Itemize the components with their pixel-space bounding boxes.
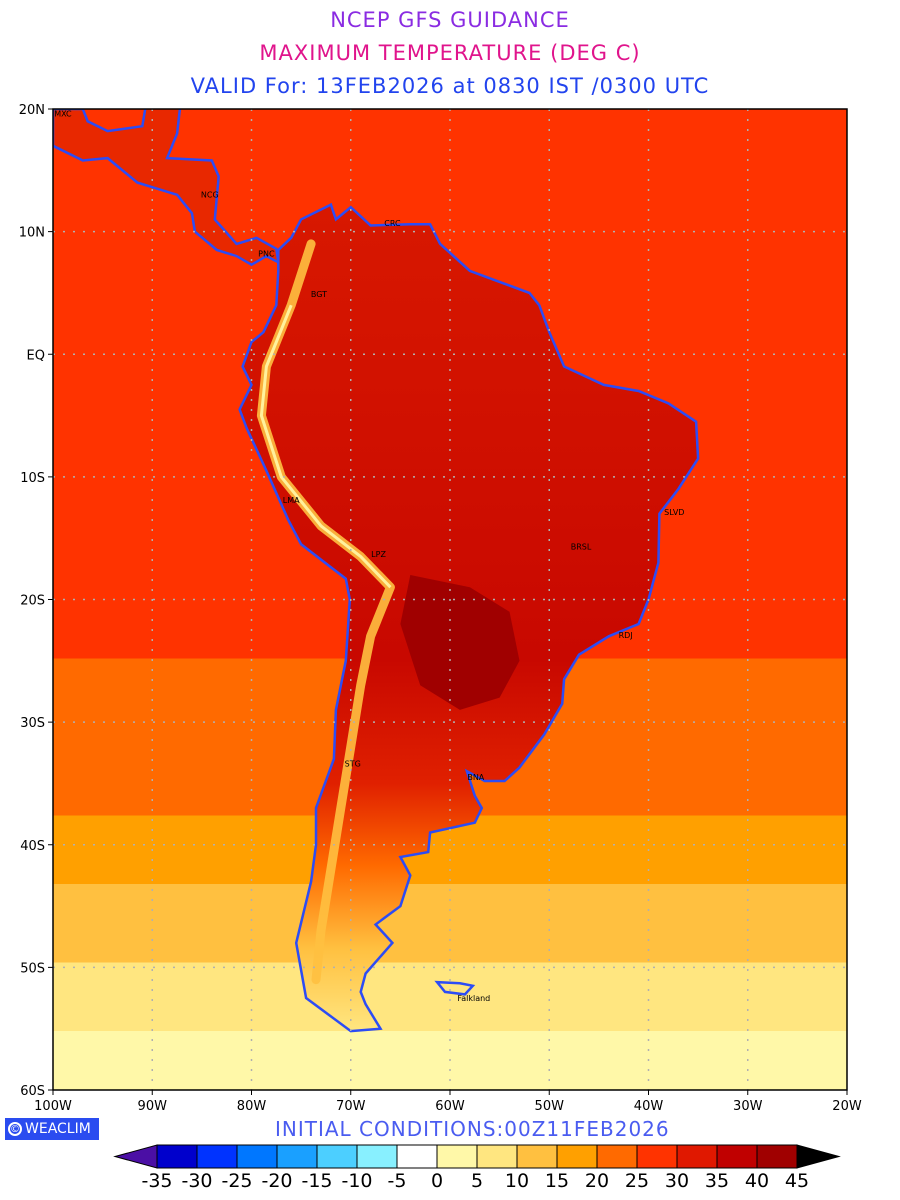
y-tick-label: 20N bbox=[19, 103, 45, 118]
hot-region-paraguay bbox=[400, 575, 520, 710]
colorbar-label: -25 bbox=[221, 1170, 252, 1192]
colorbar-label: 0 bbox=[431, 1170, 443, 1192]
city-label: STG bbox=[345, 760, 361, 769]
city-label: PNC bbox=[258, 249, 275, 258]
colorbar-swatch bbox=[276, 1144, 318, 1169]
logo-text: WEACLIM bbox=[25, 1121, 91, 1137]
colorbar-swatch bbox=[636, 1144, 678, 1169]
city-label: MXC bbox=[54, 110, 72, 119]
colorbar-swatch bbox=[556, 1144, 598, 1169]
x-tick-label: 40W bbox=[634, 1099, 664, 1114]
colorbar-swatch bbox=[676, 1144, 718, 1169]
colorbar-swatch bbox=[516, 1144, 558, 1169]
weaclim-logo: © WEACLIM bbox=[5, 1118, 99, 1140]
x-tick-label: 60W bbox=[435, 1099, 465, 1114]
city-label: BRSL bbox=[571, 543, 592, 552]
y-tick-label: 20S bbox=[20, 594, 45, 609]
graticule bbox=[53, 109, 847, 1090]
colorbar-swatch bbox=[356, 1144, 398, 1169]
colorbar-label: 10 bbox=[505, 1170, 529, 1192]
x-tick-label: 90W bbox=[138, 1099, 168, 1114]
initial-conditions: INITIAL CONDITIONS:00Z11FEB2026 bbox=[275, 1117, 670, 1141]
x-tick-label: 50W bbox=[535, 1099, 565, 1114]
y-tick-label: 30S bbox=[20, 716, 45, 731]
copyright-icon: © bbox=[8, 1122, 22, 1136]
colorbar-swatch bbox=[476, 1144, 518, 1169]
city-label: LPZ bbox=[371, 550, 386, 559]
y-tick-label: 60S bbox=[20, 1084, 45, 1099]
colorbar-label: 20 bbox=[585, 1170, 609, 1192]
axes: 100W 90W 80W 70W 60W 50W 40W 30W 20W 20N 10N EQ 10S 2… bbox=[19, 103, 862, 1114]
colorbar-label: 45 bbox=[785, 1170, 809, 1192]
colorbar-label: 30 bbox=[665, 1170, 689, 1192]
colorbar-under-arrow bbox=[113, 1144, 158, 1169]
x-tick-label: 70W bbox=[336, 1099, 366, 1114]
central-america-landmass bbox=[53, 109, 280, 267]
city-label: BGT bbox=[311, 290, 327, 299]
city-labels: MXC NCG PNC CRC BGT LMA LPZ SLVD BRSL RDJ STG BNA Fa… bbox=[54, 110, 684, 1003]
colorbar-swatch bbox=[436, 1144, 478, 1169]
city-label: Falkland bbox=[457, 994, 490, 1003]
colorbar-label: 25 bbox=[625, 1170, 649, 1192]
y-tick-label: 40S bbox=[20, 839, 45, 854]
y-tick-label: 10N bbox=[19, 226, 45, 241]
colorbar-swatch bbox=[156, 1144, 198, 1169]
y-tick-label: 10S bbox=[20, 471, 45, 486]
colorbar-label: -35 bbox=[141, 1170, 172, 1192]
city-label: BNA bbox=[467, 773, 484, 782]
falkland-islands bbox=[434, 980, 476, 996]
y-tick-label: EQ bbox=[27, 348, 45, 363]
colorbar-label: 40 bbox=[745, 1170, 769, 1192]
south-america-coastline bbox=[238, 202, 700, 1033]
colorbar-label: 5 bbox=[471, 1170, 483, 1192]
city-label: LMA bbox=[283, 496, 300, 505]
y-tick-label: 50S bbox=[20, 961, 45, 976]
colorbar-swatch bbox=[196, 1144, 238, 1169]
colorbar-label: -10 bbox=[341, 1170, 372, 1192]
colorbar-label: 15 bbox=[545, 1170, 569, 1192]
colorbar-label: 35 bbox=[705, 1170, 729, 1192]
chart-subtitle: MAXIMUM TEMPERATURE (DEG C) bbox=[259, 41, 641, 65]
city-label: SLVD bbox=[664, 508, 684, 517]
colorbar-swatch bbox=[716, 1144, 758, 1169]
colorbar-swatch bbox=[596, 1144, 638, 1169]
valid-time: VALID For: 13FEB2026 at 0830 IST /0300 U… bbox=[190, 74, 710, 98]
city-label: RDJ bbox=[619, 631, 633, 640]
x-tick-label: 80W bbox=[237, 1099, 267, 1114]
colorbar-swatch bbox=[756, 1144, 798, 1169]
colorbar: -35 -30 -25 -20 -15 -10 -5 0 5 10 15 20 25 30 35 40 45 bbox=[113, 1144, 841, 1192]
chart-title: NCEP GFS GUIDANCE bbox=[330, 8, 570, 32]
city-label: CRC bbox=[384, 219, 401, 228]
x-tick-label: 100W bbox=[34, 1099, 72, 1114]
city-label: NCG bbox=[201, 191, 219, 200]
colorbar-swatch bbox=[236, 1144, 278, 1169]
colorbar-over-arrow bbox=[796, 1144, 841, 1169]
andes-cold-core bbox=[259, 304, 392, 589]
colorbar-swatch bbox=[396, 1144, 438, 1169]
x-tick-label: 20W bbox=[832, 1099, 862, 1114]
colorbar-swatch bbox=[316, 1144, 358, 1169]
colorbar-label: -30 bbox=[181, 1170, 212, 1192]
colorbar-label: -20 bbox=[261, 1170, 292, 1192]
colorbar-label: -5 bbox=[388, 1170, 407, 1192]
colorbar-label: -15 bbox=[301, 1170, 332, 1192]
x-tick-label: 30W bbox=[733, 1099, 763, 1114]
